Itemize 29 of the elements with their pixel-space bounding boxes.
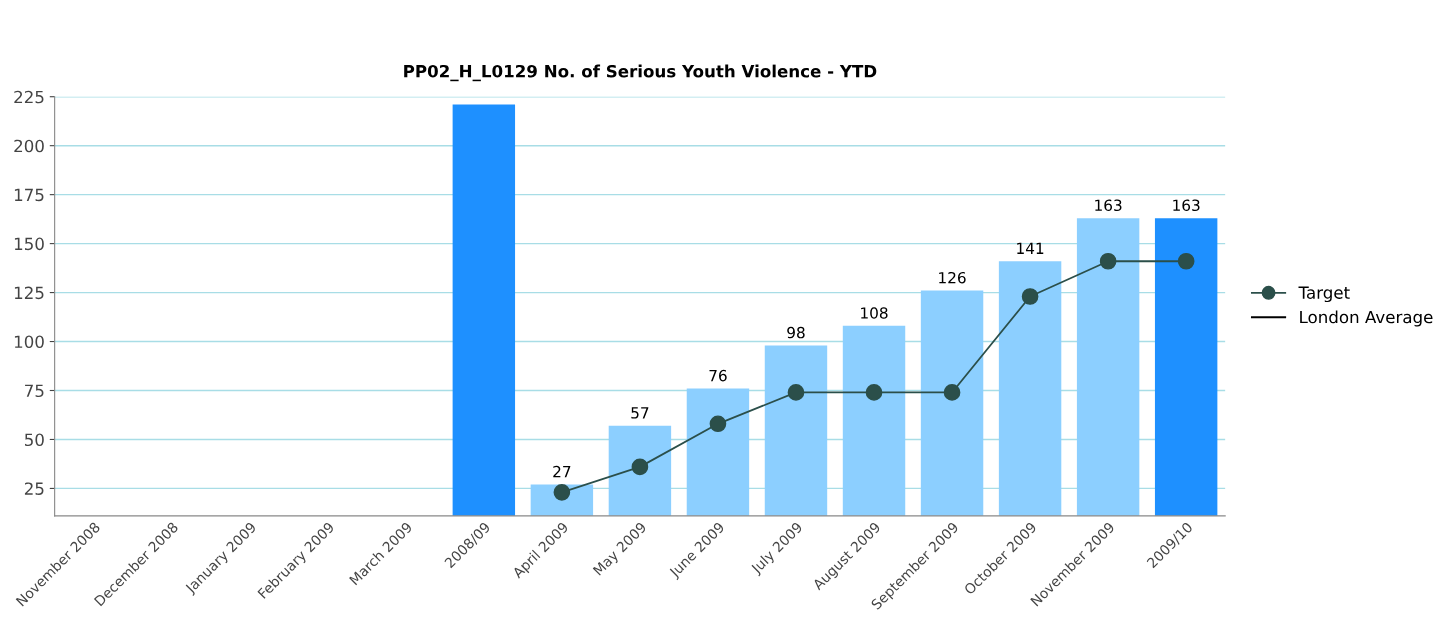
y-tick-label: 75 <box>25 384 44 398</box>
point <box>631 458 649 476</box>
data-label: 163 <box>1173 199 1200 212</box>
data-label: 108 <box>861 307 888 319</box>
y-tick-label: 125 <box>14 286 44 300</box>
data-label: 126 <box>939 271 966 284</box>
data-label: 76 <box>709 369 727 382</box>
point <box>1099 252 1117 270</box>
y-tick-label: 25 <box>24 482 44 495</box>
data-label: 163 <box>1095 199 1122 212</box>
chart-title: PP02_H_L0129 No. of Serious Youth Violence - YTD <box>404 64 877 82</box>
point <box>709 415 727 433</box>
point <box>865 384 883 401</box>
data-label: 27 <box>553 465 571 478</box>
data-label: 98 <box>787 326 805 339</box>
point <box>1021 288 1039 305</box>
point <box>787 384 805 401</box>
data-label: 57 <box>631 407 649 419</box>
data-label: 141 <box>1017 242 1044 254</box>
point <box>943 384 961 401</box>
y-tick-label: 200 <box>14 139 44 153</box>
y-tick-label: 175 <box>14 188 44 202</box>
legend-label: London Average <box>1300 310 1433 327</box>
point <box>1177 252 1195 270</box>
y-tick-label: 225 <box>14 90 44 104</box>
y-tick-label: 150 <box>14 237 44 251</box>
y-tick-label: 50 <box>25 433 44 447</box>
legend-label: Target <box>1298 286 1350 303</box>
y-tick-label: 100 <box>14 335 44 349</box>
